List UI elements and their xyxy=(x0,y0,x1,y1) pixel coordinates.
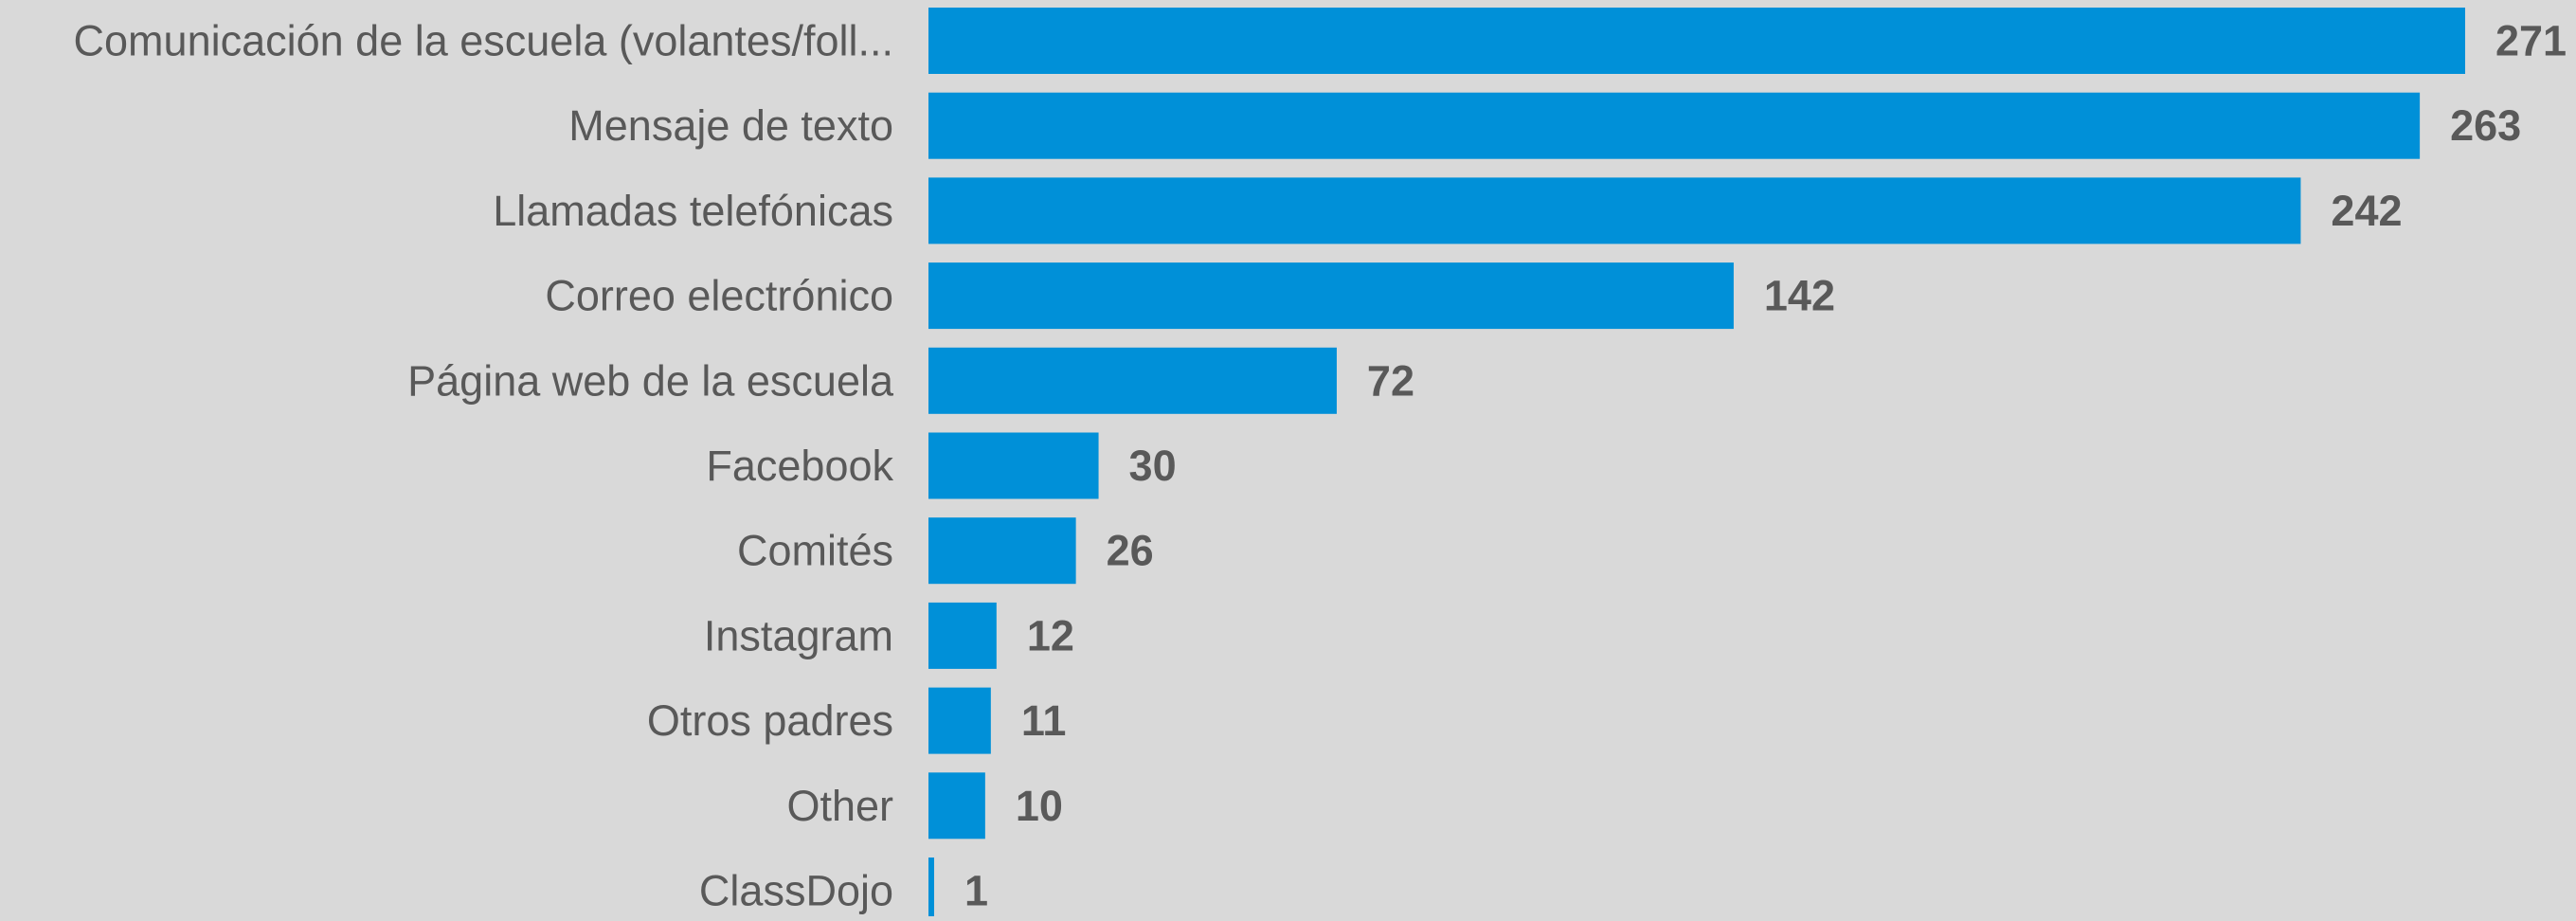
category-label: Other xyxy=(786,782,893,830)
value-label: 271 xyxy=(2495,17,2567,65)
value-label: 242 xyxy=(2331,187,2402,235)
bar xyxy=(928,858,934,921)
category-label: Mensaje de texto xyxy=(568,101,893,150)
bar xyxy=(928,8,2465,74)
value-label: 10 xyxy=(1016,782,1063,830)
bar xyxy=(928,347,1337,414)
bar xyxy=(928,687,991,754)
category-label: Facebook xyxy=(706,442,893,490)
bar xyxy=(928,262,1734,330)
bar xyxy=(928,177,2301,244)
category-labels: Comunicación de la escuela (volantes/fol… xyxy=(74,17,894,915)
value-label: 11 xyxy=(1021,696,1067,745)
category-label: ClassDojo xyxy=(699,867,893,915)
value-label: 1 xyxy=(964,867,988,915)
value-label: 263 xyxy=(2450,101,2521,150)
category-label: Correo electrónico xyxy=(545,272,893,320)
bar xyxy=(928,772,985,840)
value-label: 142 xyxy=(1764,272,1835,320)
category-label: Página web de la escuela xyxy=(407,356,894,405)
category-label: Comunicación de la escuela (volantes/fol… xyxy=(74,17,893,65)
bar xyxy=(928,517,1076,585)
bar xyxy=(928,432,1099,499)
category-label: Llamadas telefónicas xyxy=(493,187,893,235)
value-label: 72 xyxy=(1367,356,1414,405)
value-label: 26 xyxy=(1107,527,1154,575)
value-labels: 271 263 242 142 72 30 26 12 11 10 1 xyxy=(964,17,2567,915)
bars xyxy=(928,8,2465,921)
category-label: Instagram xyxy=(704,611,893,659)
category-label: Comités xyxy=(737,527,893,575)
value-label: 30 xyxy=(1129,442,1177,490)
value-label: 12 xyxy=(1027,611,1074,659)
category-label: Otros padres xyxy=(647,696,893,745)
bar xyxy=(928,92,2421,159)
bar xyxy=(928,602,997,669)
